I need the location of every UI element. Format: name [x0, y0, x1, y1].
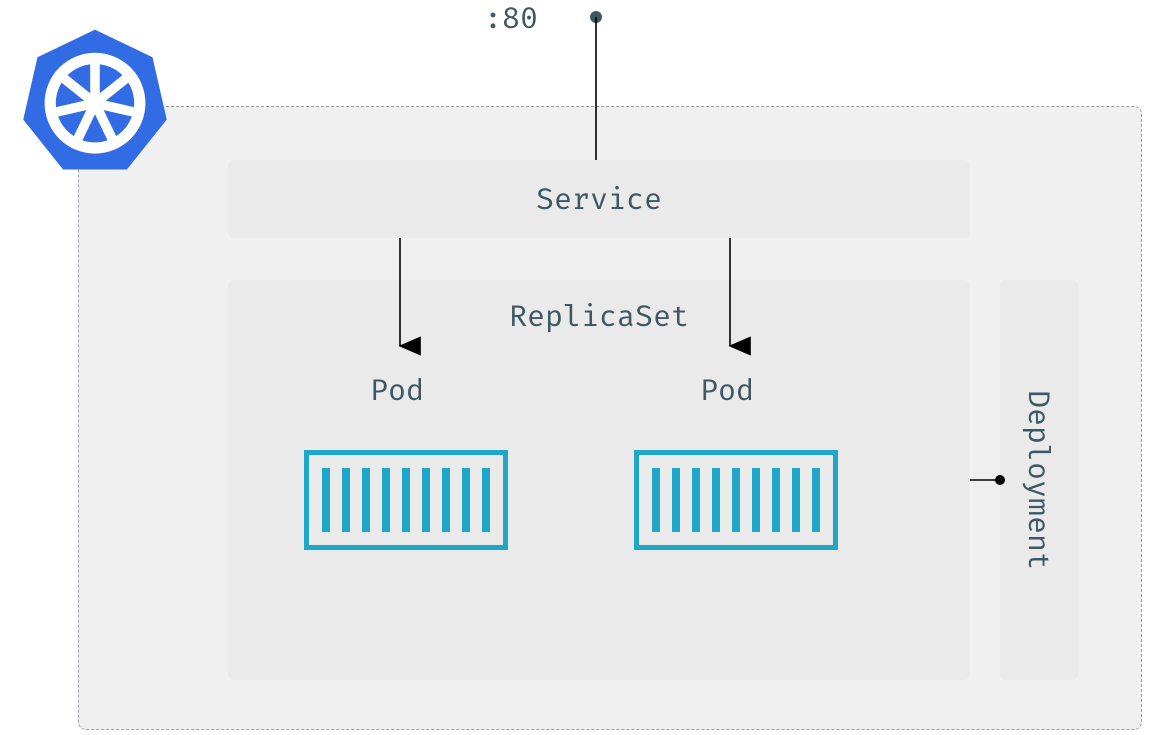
service-box: Service	[228, 160, 970, 238]
deployment-label: Deployment	[1021, 390, 1057, 570]
deployment-box: Deployment	[1000, 280, 1078, 680]
container-icon	[304, 450, 508, 550]
replicaset-label: ReplicaSet	[228, 298, 970, 334]
service-label: Service	[536, 181, 662, 217]
port-label: :80	[484, 0, 538, 36]
kubernetes-logo-icon	[15, 20, 175, 180]
container-icon	[634, 450, 838, 550]
pod-label: Pod	[700, 372, 754, 408]
pod-label: Pod	[370, 372, 424, 408]
